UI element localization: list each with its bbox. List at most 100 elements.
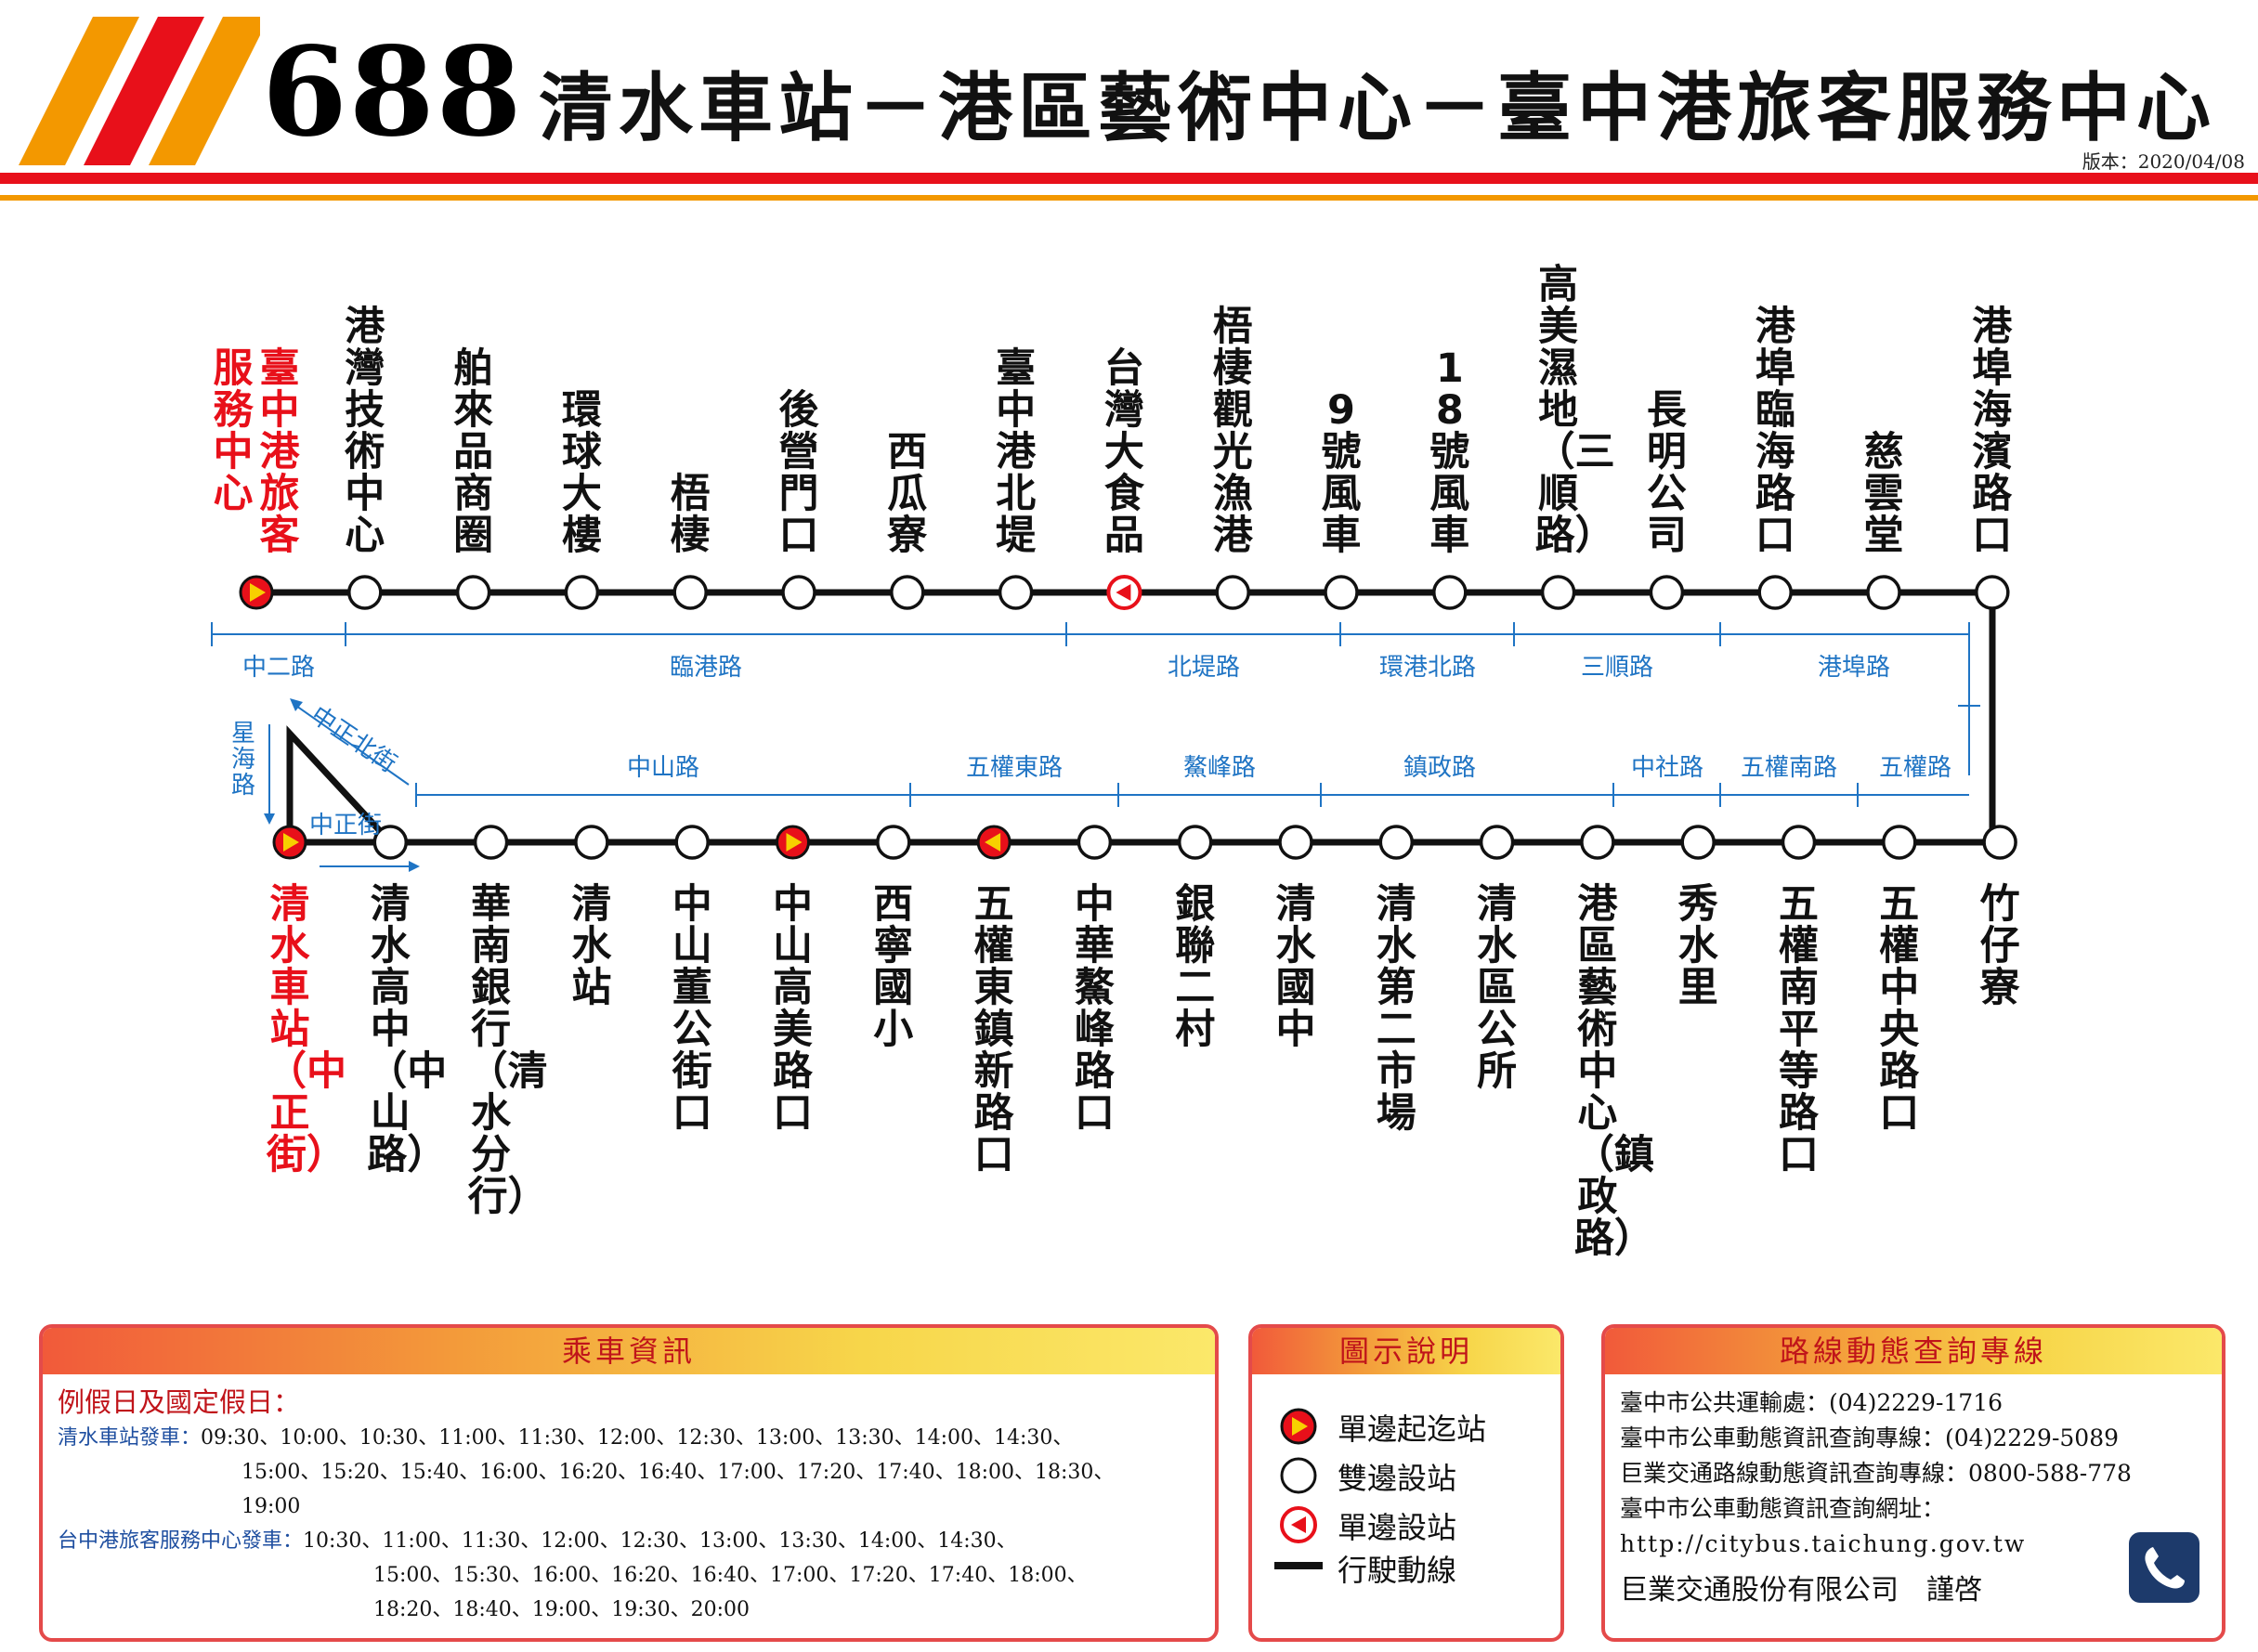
stop-marker-bottom-5-arrow: [786, 833, 803, 852]
station-bottom-12: 清水區公所: [1477, 881, 1518, 1095]
stop-marker-bottom-15: [1781, 825, 1817, 860]
stop-marker-bottom-7-arrow: [985, 833, 1001, 852]
qingshui-departure-times-1: 09:30、10:00、10:30、11:00、11:30、12:00、12:3…: [201, 1426, 1074, 1450]
stop-marker-top-9: [1215, 575, 1250, 610]
legend-panel: 圖示說明 單邊起迄站 雙邊設站 單邊設站 行駛動線: [1248, 1324, 1564, 1642]
station-bottom-9: 銀聯二村: [1175, 881, 1216, 1053]
station-bottom-17: 竹仔寮: [1979, 881, 2020, 1011]
stop-marker-bottom-1: [372, 825, 409, 860]
road-label-top-1: 臨港路: [669, 654, 742, 682]
road-label-zhongzheng: 中正街: [308, 812, 382, 839]
stop-marker-top-10: [1324, 575, 1359, 610]
operator-signature: 巨業交通股份有限公司 謹啓: [1620, 1574, 1982, 1606]
road-label-top-4: 三順路: [1580, 654, 1653, 682]
station-top-13: 長明公司: [1646, 387, 1687, 559]
stop-marker-bottom-4: [674, 825, 710, 860]
station-bottom-6: 西寧國小: [873, 881, 914, 1053]
road-arrowhead-zhongzheng: [409, 861, 420, 872]
boarding-info-panel: 乘車資訊 例假日及國定假日： 清水車站發車：09:30、10:00、10:30、…: [39, 1324, 1219, 1642]
stop-marker-top-3: [564, 575, 600, 610]
road-label-top-5: 港埠路: [1817, 654, 1890, 682]
route-title: 清水車站－港區藝術中心－臺中港旅客服務中心: [539, 64, 2216, 151]
contact-title: 路線動態查詢專線: [1605, 1328, 2222, 1374]
station-bottom-7: 五權東鎮新路口: [973, 881, 1014, 1178]
terminal-stop-icon: [1280, 1408, 1317, 1445]
road-label-bottom-6: 五權路: [1878, 754, 1951, 782]
legend-label-one-way: 單邊設站: [1338, 1510, 1457, 1545]
stop-marker-top-0-arrow: [250, 583, 266, 602]
stop-marker-top-4: [672, 575, 708, 610]
stop-marker-bottom-17: [1982, 825, 2017, 860]
station-top-8: 台灣大食品: [1103, 345, 1144, 559]
qingshui-departure-times-2: 15:00、15:20、15:40、16:00、16:20、16:40、17:0…: [241, 1461, 1115, 1484]
legend-label-terminal: 單邊起迄站: [1338, 1411, 1487, 1447]
contact-bus-hotline: 臺中市公車動態資訊查詢專線：(04)2229-5089: [1620, 1424, 2120, 1451]
taichung-port-departure-times-1: 10:30、11:00、11:30、12:00、12:30、13:00、13:3…: [303, 1529, 1017, 1553]
station-top-10: 9號風車: [1321, 387, 1362, 559]
road-arrowhead-zhongzhengbei: [290, 698, 303, 711]
station-top-16: 港埠海濱路口: [1972, 304, 2013, 559]
stop-marker-top-7: [998, 575, 1034, 610]
station-top-2: 舶來品商圈: [453, 345, 494, 559]
station-bottom-5: 中山高美路口: [773, 881, 813, 1137]
station-top-0-col: 服務中心: [213, 345, 254, 517]
boarding-info-title: 乘車資訊: [43, 1328, 1215, 1374]
road-label-xinghai: 星海路: [230, 720, 255, 800]
station-bottom-14: 秀水里: [1677, 881, 1718, 1011]
station-top-11: 18號風車: [1429, 345, 1470, 559]
stop-marker-top-11: [1432, 575, 1468, 610]
header-logo-stripes: [19, 17, 260, 165]
station-bottom-11: 清水第二市場: [1376, 881, 1416, 1137]
road-label-bottom-0: 中山路: [626, 754, 699, 782]
stop-marker-top-14: [1757, 575, 1793, 610]
station-top-0: 服務中心臺中港旅客: [210, 348, 303, 557]
stop-marker-bottom-8: [1077, 825, 1113, 860]
station-bottom-8: 中華鰲峰路口: [1074, 881, 1115, 1137]
road-label-bottom-5: 五權南路: [1740, 754, 1837, 782]
taichung-port-departure-times-3: 18:20、18:40、19:00、19:30、20:00: [373, 1598, 750, 1621]
header-divider-orange: [0, 195, 2258, 201]
station-bottom-13: 港區藝術中心（鎮政路）: [1573, 881, 1654, 1262]
two-way-stop-icon: [1280, 1457, 1317, 1494]
contact-website-label: 臺中市公車動態資訊查詢網址：: [1620, 1495, 1946, 1522]
stop-marker-bottom-10: [1278, 825, 1313, 860]
station-bottom-1: 清水高中（中山路）: [367, 881, 448, 1178]
stop-marker-top-15: [1866, 575, 1901, 610]
stop-marker-top-6: [890, 575, 925, 610]
road-arrowhead-xinghai: [264, 813, 275, 825]
contact-website-url[interactable]: http://citybus.taichung.gov.tw: [1620, 1530, 2027, 1557]
stop-marker-bottom-2: [473, 825, 509, 860]
road-label-bottom-3: 鎮政路: [1403, 754, 1476, 782]
station-top-12: 高美濕地（三順路）: [1534, 262, 1615, 559]
road-label-top-2: 北堤路: [1167, 654, 1240, 682]
legend-label-two-way: 雙邊設站: [1338, 1461, 1457, 1496]
station-top-7: 臺中港北堤: [996, 345, 1037, 559]
holiday-schedule-heading: 例假日及國定假日：: [58, 1386, 301, 1418]
stop-marker-bottom-6: [876, 825, 911, 860]
station-top-4: 梧棲: [670, 471, 711, 559]
road-label-bottom-1: 五權東路: [965, 754, 1063, 782]
stop-marker-bottom-12: [1479, 825, 1515, 860]
one-way-stop-icon: [1280, 1506, 1317, 1543]
contact-operator-hotline: 巨業交通路線動態資訊查詢專線：0800-588-778: [1620, 1460, 2132, 1487]
station-bottom-3: 清水站: [571, 881, 612, 1011]
station-bottom-16: 五權中央路口: [1879, 881, 1920, 1137]
station-bottom-0: 清水車站（中正街）: [267, 881, 346, 1178]
stop-marker-bottom-3: [574, 825, 609, 860]
station-top-3: 環球大樓: [561, 387, 602, 559]
stop-marker-top-12: [1540, 575, 1576, 610]
stop-marker-top-1: [347, 575, 383, 610]
station-bottom-10: 清水國中: [1275, 881, 1316, 1053]
station-top-1: 港灣技術中心: [345, 304, 385, 559]
qingshui-departure-label: 清水車站發車：: [58, 1426, 202, 1450]
route-number: 688: [262, 20, 524, 164]
station-top-6: 西瓜寮: [887, 429, 928, 559]
stop-marker-top-16: [1975, 575, 2010, 610]
route-line-icon: [1274, 1562, 1323, 1569]
road-label-bottom-4: 中社路: [1630, 754, 1703, 782]
station-top-9: 梧棲觀光漁港: [1212, 304, 1253, 559]
station-top-14: 港埠臨海路口: [1755, 304, 1795, 559]
stop-marker-bottom-16: [1882, 825, 1917, 860]
stop-marker-bottom-0-arrow: [283, 833, 299, 852]
qingshui-departure-times-3: 19:00: [241, 1495, 301, 1518]
